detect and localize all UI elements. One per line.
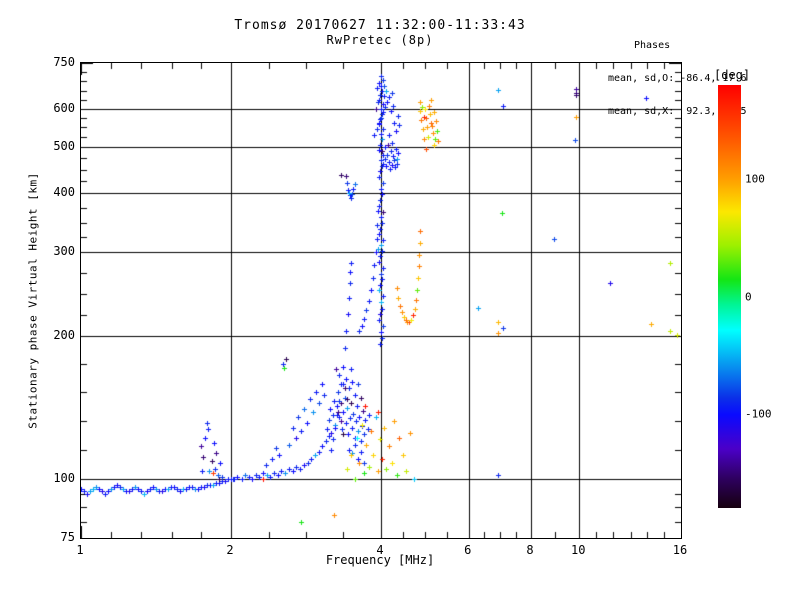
y-tick-label: 750 bbox=[53, 55, 75, 69]
y-tick-label: 600 bbox=[53, 101, 75, 116]
x-tick-label: 2 bbox=[226, 543, 234, 557]
chart-subtitle: RwPretec (8p) bbox=[326, 33, 434, 47]
plot-area bbox=[80, 62, 682, 539]
y-tick-label: 500 bbox=[53, 138, 75, 153]
colorbar-tick-label: 0 bbox=[745, 290, 752, 303]
x-tick-label: 10 bbox=[571, 543, 586, 557]
x-tick-label: 4 bbox=[376, 543, 384, 557]
x-tick-label: 1 bbox=[76, 543, 84, 557]
y-tick-label: 75 bbox=[60, 530, 75, 544]
x-axis-label: Frequency [MHz] bbox=[325, 553, 435, 567]
colorbar-tick-label: -100 bbox=[745, 407, 772, 421]
x-tick-label: 6 bbox=[464, 543, 472, 557]
y-tick-label: 400 bbox=[53, 184, 75, 199]
colorbar-unit-label: [deg] bbox=[714, 68, 751, 82]
scatter-canvas bbox=[81, 63, 681, 538]
y-tick-label: 100 bbox=[53, 470, 75, 485]
colorbar-tick-label: 100 bbox=[745, 172, 765, 186]
y-axis-label: Stationary phase Virtual Height [km] bbox=[26, 172, 40, 429]
x-tick-label: 16 bbox=[672, 543, 688, 557]
colorbar-gradient bbox=[718, 85, 741, 508]
x-tick-label: 8 bbox=[526, 543, 534, 557]
chart-title: Tromsø 20170627 11:32:00-11:33:43 bbox=[234, 18, 526, 33]
y-tick-label: 200 bbox=[53, 327, 75, 342]
y-tick-label: 300 bbox=[53, 244, 75, 259]
phase-stats-header: Phases bbox=[634, 40, 671, 51]
